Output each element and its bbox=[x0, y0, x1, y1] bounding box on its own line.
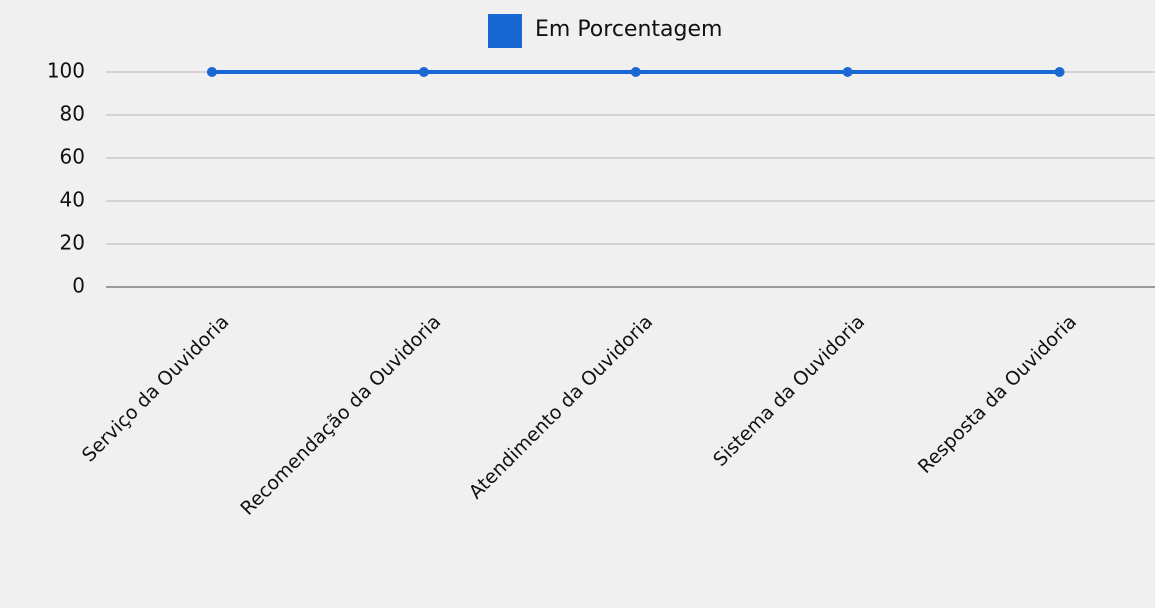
y-tick-label: 0 bbox=[72, 274, 85, 298]
point bbox=[842, 67, 853, 77]
point bbox=[630, 67, 641, 77]
y-tick-label: 40 bbox=[60, 188, 85, 212]
y-tick-label: 60 bbox=[60, 145, 85, 169]
x-tick-label: Serviço da Ouvidoria bbox=[78, 311, 233, 466]
x-tick-label: Recomendação da Ouvidoria bbox=[236, 311, 445, 520]
point bbox=[418, 67, 429, 77]
point bbox=[206, 67, 217, 77]
point bbox=[1054, 67, 1065, 77]
x-tick-label: Sistema da Ouvidoria bbox=[709, 311, 869, 471]
x-tick-label: Resposta da Ouvidoria bbox=[914, 311, 1081, 478]
y-tick-label: 80 bbox=[60, 102, 85, 126]
legend-swatch bbox=[488, 14, 522, 48]
x-tick-label: Atendimento da Ouvidoria bbox=[465, 311, 657, 503]
y-tick-label: 100 bbox=[47, 59, 85, 83]
legend-label: Em Porcentagem bbox=[535, 17, 722, 42]
y-tick-label: 20 bbox=[60, 231, 85, 255]
